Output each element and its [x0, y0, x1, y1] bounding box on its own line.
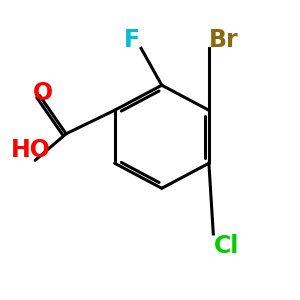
Text: Cl: Cl	[214, 234, 239, 258]
Text: Br: Br	[209, 28, 238, 52]
Text: HO: HO	[11, 138, 51, 162]
Text: O: O	[32, 81, 52, 105]
Text: F: F	[124, 28, 140, 52]
